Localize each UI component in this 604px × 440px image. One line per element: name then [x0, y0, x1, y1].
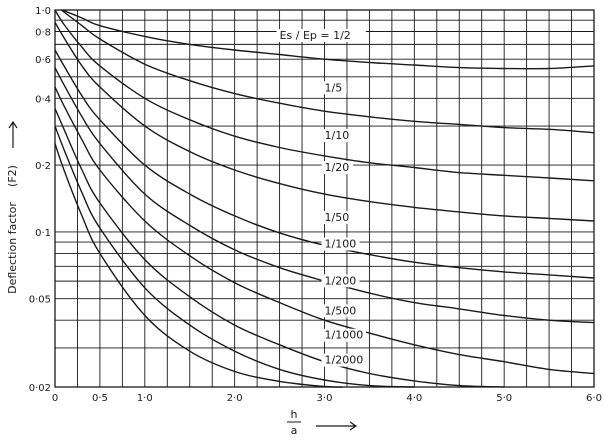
plot-frame — [54, 9, 595, 388]
curve-label-background — [321, 328, 366, 342]
curve-label-5: 1/50 — [325, 211, 350, 224]
curve-label-background — [321, 129, 354, 143]
series-curve-2 — [60, 9, 595, 134]
curve-label-background — [321, 237, 360, 251]
series-curve-7 — [54, 86, 595, 375]
y-tick-label: 0·02 — [29, 383, 51, 394]
series-curve-8 — [54, 108, 505, 388]
y-tick-label: 0·1 — [35, 228, 51, 239]
y-tick-label: 0·4 — [35, 94, 51, 105]
x-tick-label: 0·5 — [92, 393, 108, 404]
y-axis-label: Deflection factor — [6, 202, 19, 294]
series-curve-6 — [54, 67, 595, 324]
series-curves — [54, 9, 595, 388]
curve-label-4: 1/20 — [325, 161, 350, 174]
y-tick-label: 0·2 — [35, 161, 51, 172]
curve-label-6: 1/100 — [325, 238, 357, 251]
x-axis-title: h a — [287, 408, 358, 437]
curve-label-1: Es / Ep = 1/2 — [280, 29, 351, 42]
x-axis-label-numerator: h — [291, 408, 298, 421]
curve-labels: Es / Ep = 1/2 1/5 1/10 1/20 1/50 1/100 1/200 1/… — [276, 29, 366, 367]
series-curve-1 — [61, 9, 595, 70]
tick-labels: 0 0·5 1·0 2·0 3·0 4·0 5·0 6·0 1·0 0·8 0·6 0·4 0·2 0·1… — [29, 6, 602, 404]
y-tick-label: 0·05 — [29, 295, 51, 306]
y-axis-title: Deflection factor (F2) — [6, 120, 19, 294]
curve-label-3: 1/10 — [325, 129, 350, 142]
x-axis-label-denominator: a — [291, 424, 298, 437]
curve-label-background — [321, 304, 360, 318]
curve-label-9: 1/1000 — [325, 329, 364, 342]
curve-label-2: 1/5 — [325, 81, 343, 94]
y-axis-arrow-icon — [8, 120, 18, 148]
x-tick-label: 1·0 — [137, 393, 153, 404]
curve-label-background — [276, 29, 366, 43]
x-tick-label: 4·0 — [406, 393, 422, 404]
series-curve-5 — [54, 49, 595, 279]
x-axis-arrow-icon — [316, 421, 358, 431]
curve-label-10: 1/2000 — [325, 354, 364, 367]
curve-label-8: 1/500 — [325, 304, 357, 317]
series-curve-10 — [54, 143, 343, 388]
x-tick-label: 0 — [52, 393, 58, 404]
y-axis-symbol: (F2) — [6, 165, 19, 187]
curve-label-background — [321, 81, 347, 95]
x-tick-label: 6·0 — [586, 393, 602, 404]
y-tick-label: 0·8 — [35, 28, 51, 39]
x-tick-label: 2·0 — [227, 393, 243, 404]
curve-label-background — [321, 353, 366, 367]
series-curve-3 — [54, 9, 595, 182]
x-tick-label: 5·0 — [496, 393, 512, 404]
curve-label-background — [321, 161, 354, 175]
series-curve-4 — [54, 21, 595, 222]
curve-label-background — [321, 210, 354, 224]
y-tick-label: 1·0 — [35, 6, 51, 17]
y-tick-label: 0·6 — [35, 55, 51, 66]
x-tick-label: 3·0 — [317, 393, 333, 404]
curve-label-background — [321, 274, 360, 288]
curve-label-7: 1/200 — [325, 274, 357, 287]
series-curve-9 — [54, 125, 415, 388]
